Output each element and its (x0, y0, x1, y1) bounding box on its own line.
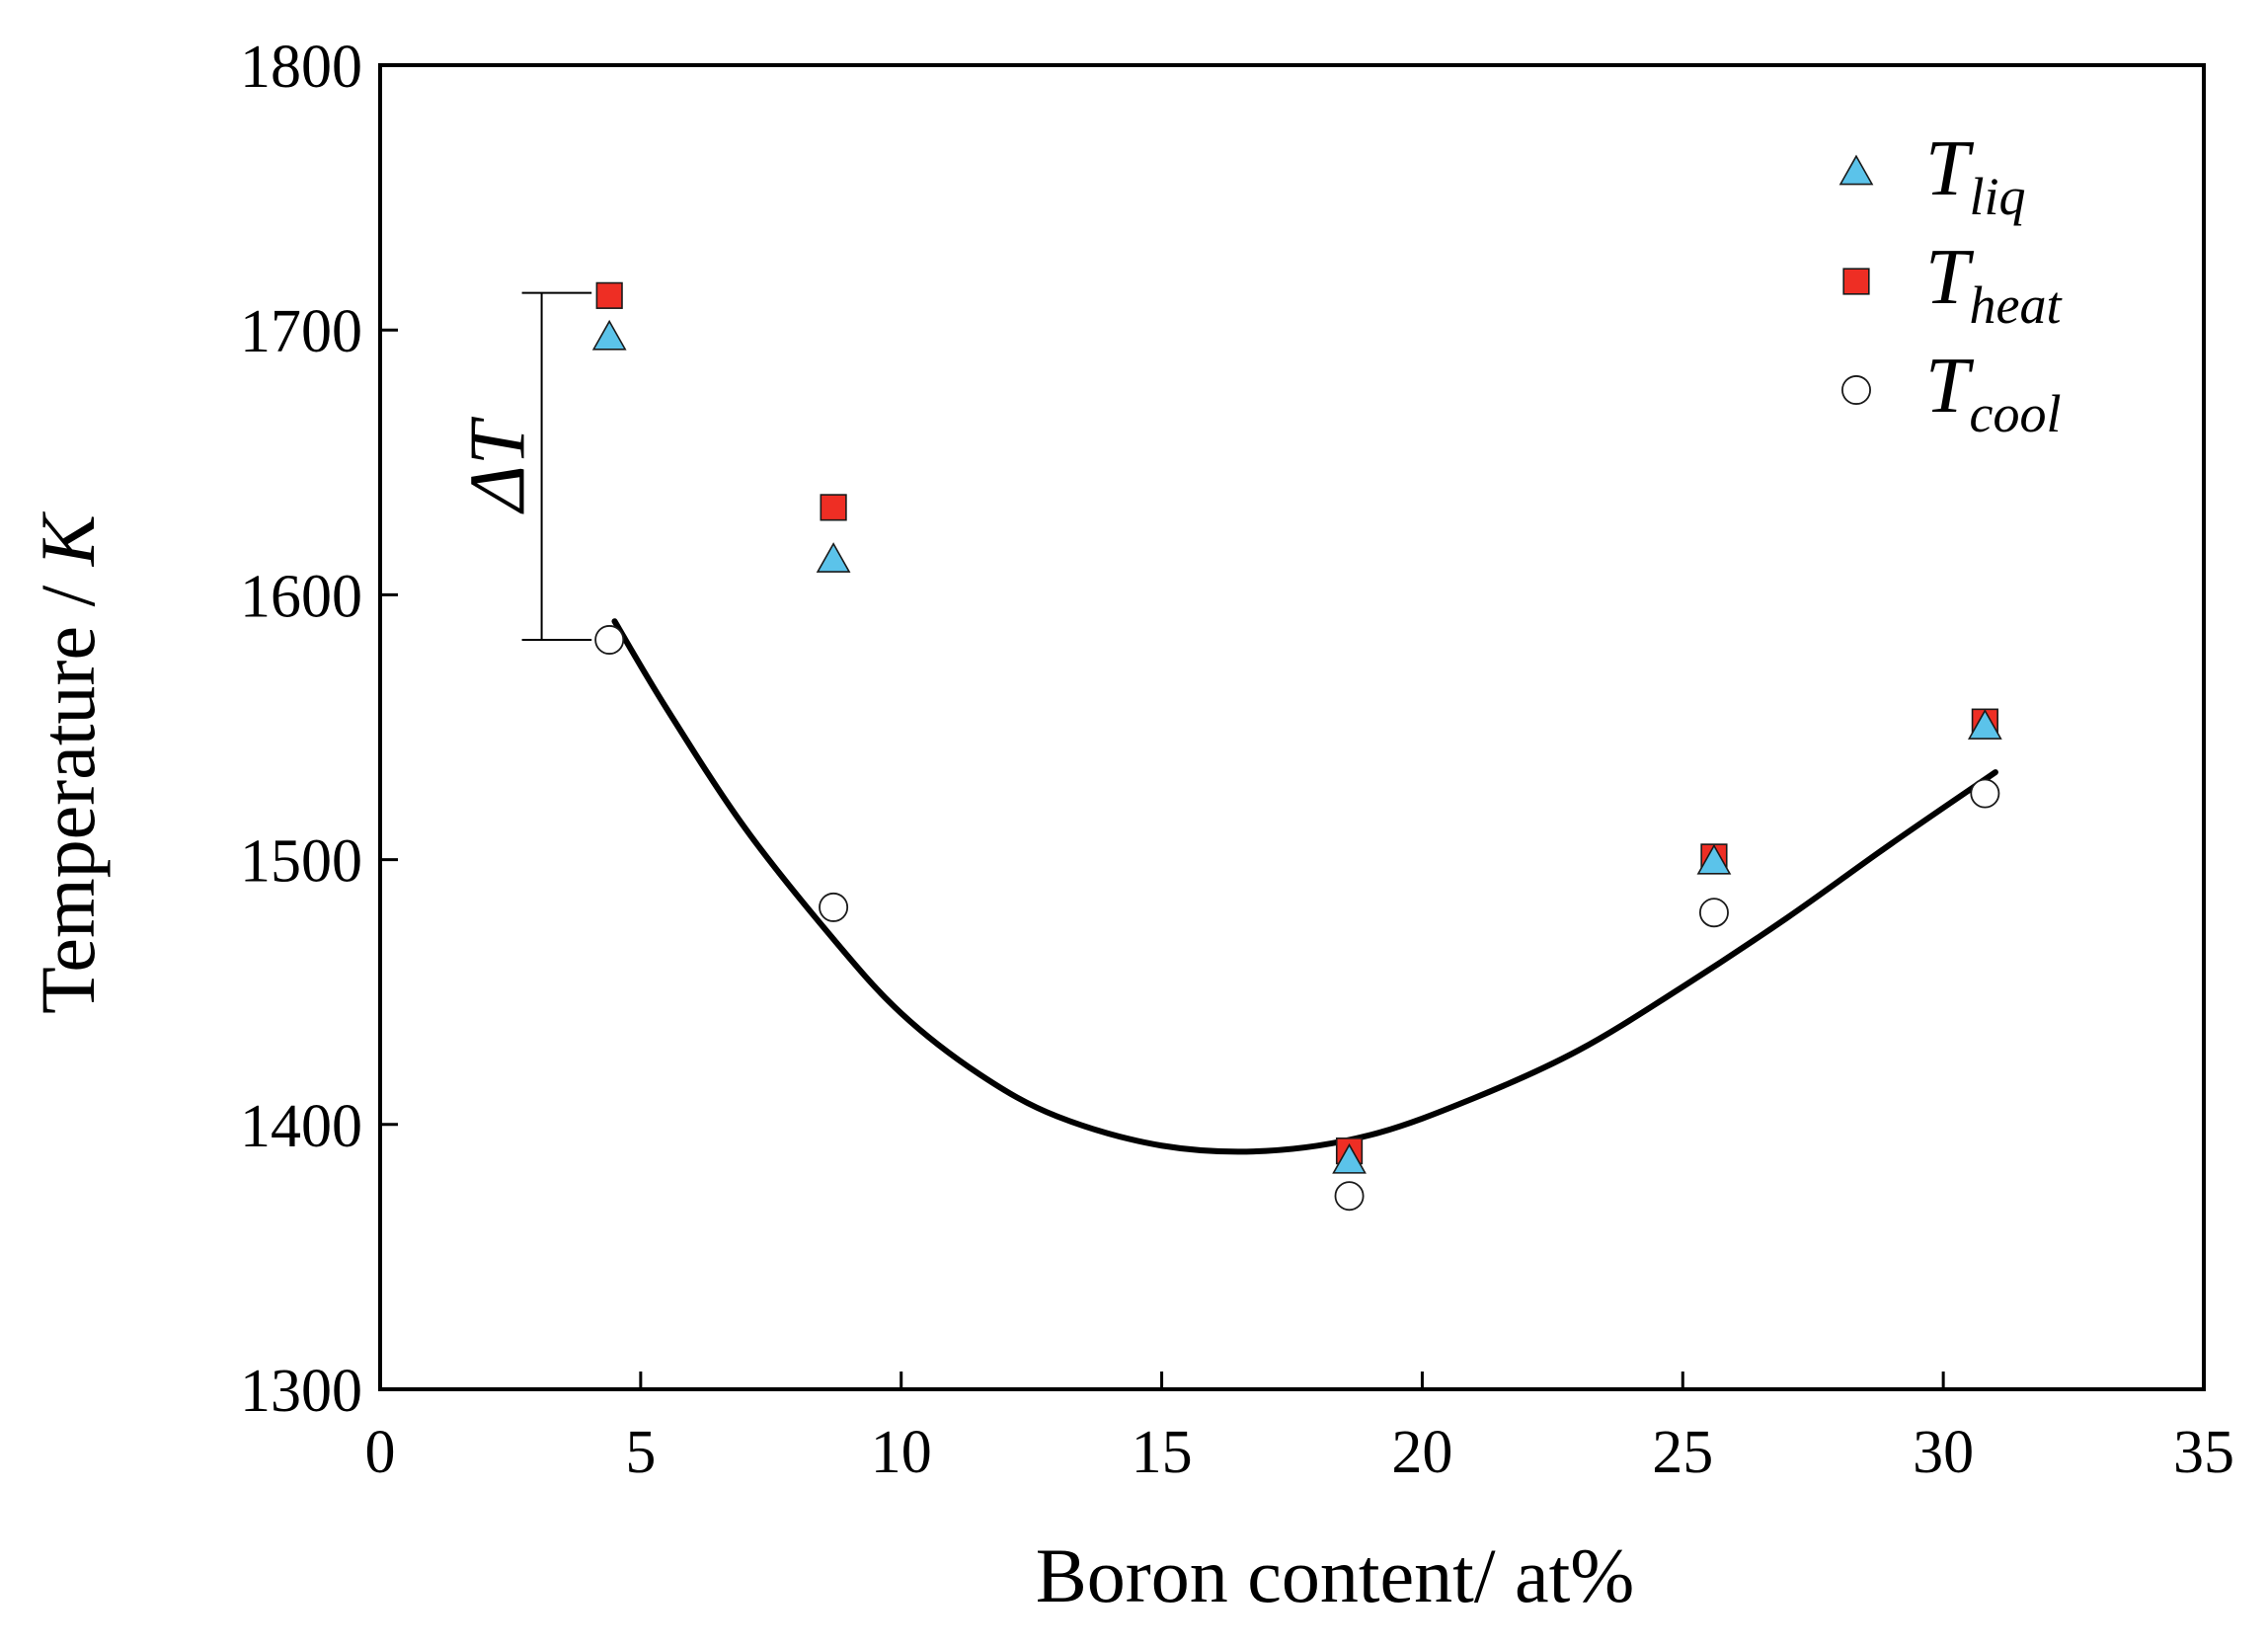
data-points-layer (591, 281, 2002, 1212)
legend-label-subscript: liq (1970, 167, 2026, 226)
axis-ticks-layer: 0 5 10 15 20 25 30 35 1300 1400 1500 1600 1700 1800 (240, 34, 2234, 1486)
x-tick-label: 35 (2173, 1419, 2234, 1486)
legend-label-cool: Tcool (1925, 343, 2061, 443)
data-point-liq (1332, 1142, 1367, 1174)
delta-t-label: ΔT (455, 416, 542, 514)
data-point-cool (1334, 1181, 1365, 1212)
legend-label-liq: Tliq (1925, 125, 2026, 226)
fit-curve-layer (611, 618, 1998, 1155)
x-tick-label: 10 (871, 1419, 932, 1486)
data-point-cool (594, 625, 625, 655)
data-point-cool (819, 892, 849, 922)
legend-marker-heat (1842, 268, 1870, 295)
data-point-liq (591, 319, 627, 351)
data-point-liq (816, 542, 851, 573)
plot-frame (378, 63, 2206, 1391)
legend-label-subscript: heat (1970, 275, 2064, 335)
data-point-heat (820, 494, 847, 521)
legend-label-subscript: cool (1970, 384, 2062, 443)
x-tick-label: 20 (1391, 1419, 1452, 1486)
y-tick-label: 1500 (240, 828, 362, 896)
data-point-liq (1967, 709, 2002, 740)
legend-marker-cool (1841, 375, 1871, 405)
legend-label-main: T (1925, 125, 1975, 212)
y-axis-label-unit: K (25, 510, 111, 567)
x-axis-label: Boron content/ at% (1036, 1532, 1635, 1618)
legend-label-main: T (1925, 343, 1975, 430)
fit-curve-line (611, 618, 1998, 1155)
y-axis-label-main: Temperature / (25, 566, 111, 1014)
y-tick-label: 1800 (240, 34, 362, 101)
data-point-cool (1698, 898, 1729, 928)
data-point-cool (1970, 778, 2000, 809)
delta-t-annotation: ΔT (455, 291, 592, 641)
data-point-heat (595, 281, 623, 309)
data-point-liq (1696, 843, 1732, 875)
x-tick-label: 30 (1913, 1419, 1974, 1486)
x-tick-label: 25 (1652, 1419, 1713, 1486)
y-tick-label: 1600 (240, 563, 362, 630)
y-tick-label: 1300 (240, 1358, 362, 1425)
x-tick-label: 15 (1132, 1419, 1193, 1486)
x-tick-label: 5 (625, 1419, 656, 1486)
y-tick-label: 1700 (240, 298, 362, 365)
y-axis-label: Temperature / K (25, 510, 111, 1014)
y-tick-label: 1400 (240, 1093, 362, 1160)
legend-label-heat: Theat (1925, 234, 2063, 335)
legend-label-main: T (1925, 234, 1975, 321)
x-tick-label: 0 (365, 1419, 396, 1486)
legend-marker-liq (1838, 154, 1874, 186)
